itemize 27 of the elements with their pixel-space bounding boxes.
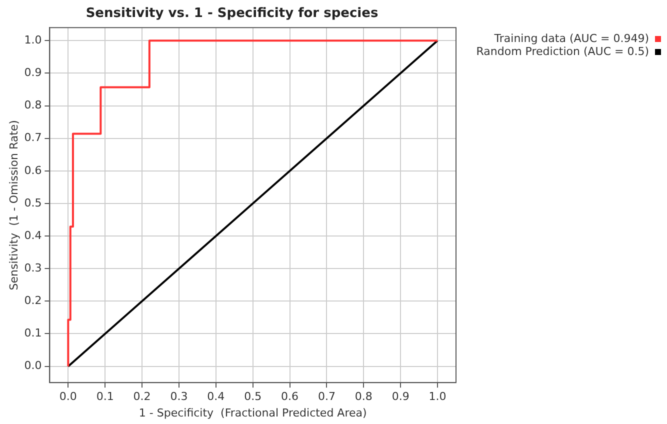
- y-tick-label: 0.3: [24, 261, 42, 274]
- y-tick-label: 0.2: [24, 294, 42, 308]
- x-tick-label: 0.5: [244, 390, 262, 404]
- x-tick-label: 0.6: [281, 390, 299, 404]
- y-axis-title: Sensitivity (1 - Omission Rate): [7, 120, 20, 290]
- x-tick-label: 0.4: [207, 390, 225, 404]
- legend-label: Training data (AUC = 0.949): [494, 32, 649, 45]
- x-axis-title: 1 - Specificity (Fractional Predicted Area): [138, 406, 367, 420]
- y-tick-label: 0.5: [24, 196, 42, 210]
- y-tick-label: 0.4: [24, 228, 42, 242]
- x-tick-label: 0.7: [318, 390, 336, 404]
- y-tick-label: 0.0: [24, 359, 42, 372]
- y-tick-label: 1.0: [24, 33, 42, 46]
- y-tick-label: 0.1: [24, 326, 42, 340]
- x-tick-label: 0.9: [392, 390, 410, 404]
- legend-label: Random Prediction (AUC = 0.5): [476, 45, 649, 58]
- x-tick-label: 0.2: [133, 390, 151, 404]
- x-tick-label: 0.0: [59, 390, 77, 404]
- x-tick-label: 0.3: [170, 390, 188, 404]
- y-tick-label: 0.7: [24, 131, 42, 144]
- x-tick-label: 1.0: [428, 390, 446, 404]
- chart-title: Sensitivity vs. 1 - Specificity for species: [86, 6, 378, 22]
- y-tick-label: 0.9: [24, 66, 42, 80]
- y-tick-label: 0.8: [24, 98, 42, 112]
- y-tick-label: 0.6: [24, 164, 42, 177]
- x-tick-label: 0.8: [354, 390, 372, 404]
- x-tick-label: 0.1: [96, 390, 114, 404]
